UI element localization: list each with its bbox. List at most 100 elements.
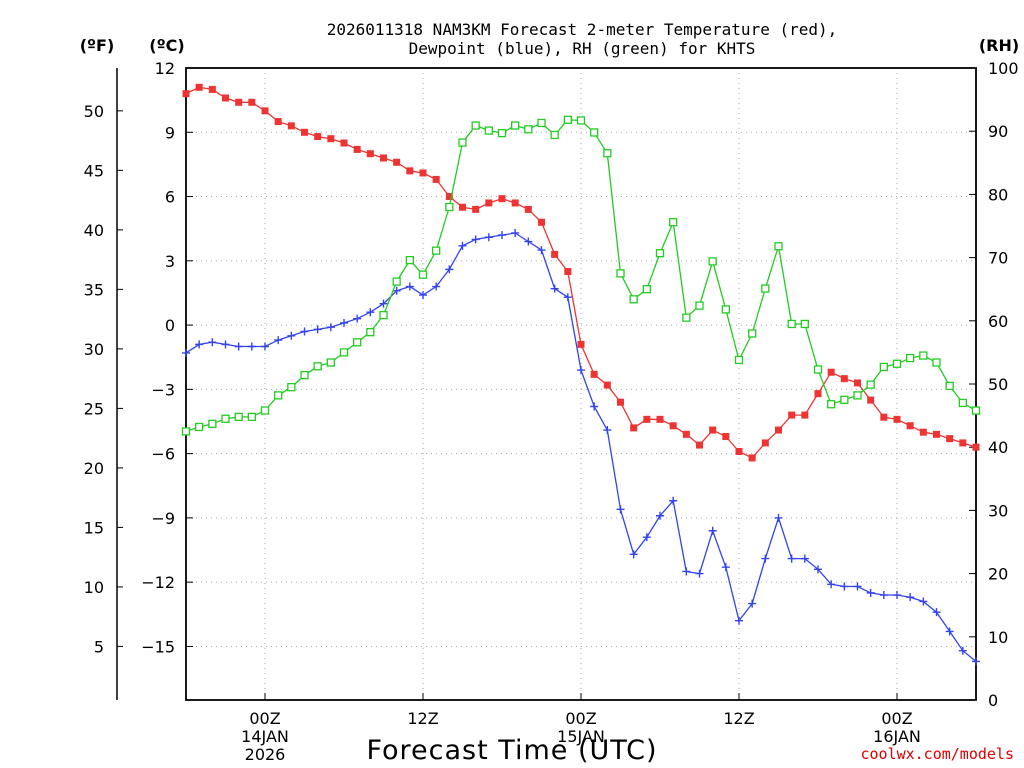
time-tick-label: 00Z <box>249 709 280 728</box>
dewpoint-point <box>735 616 743 625</box>
dewpoint-point <box>695 569 704 578</box>
dewpoint-point <box>748 599 757 608</box>
dewpoint-point <box>353 314 362 323</box>
2-meter-temperature-point <box>524 205 532 213</box>
rh-point <box>655 249 665 258</box>
dewpoint-point <box>866 588 875 597</box>
2-meter-temperature-point <box>235 98 243 106</box>
dewpoint-point <box>458 241 467 250</box>
rh-point <box>695 301 704 310</box>
rh-point <box>813 365 823 374</box>
rh-point <box>497 128 507 138</box>
rh-tick-label: 60 <box>988 312 1008 331</box>
dewpoint-point <box>629 550 638 559</box>
dewpoint-point <box>300 327 309 336</box>
dewpoint-point <box>669 496 678 505</box>
dewpoint-point <box>590 402 599 411</box>
title-line-2: Dewpoint (blue), RH (green) for KHTS <box>409 39 756 58</box>
rh-point <box>748 329 757 338</box>
rh-point <box>761 284 770 293</box>
fahrenheit-tick-label: 30 <box>84 340 104 359</box>
time-tick-label: 15JAN <box>557 727 605 746</box>
dewpoint-point <box>879 591 888 600</box>
2-meter-temperature-point <box>353 145 361 153</box>
2-meter-temperature-point <box>459 203 466 211</box>
2-meter-temperature-point <box>722 432 730 440</box>
rh-point <box>971 406 981 415</box>
dewpoint-point <box>958 646 967 655</box>
rh-point <box>669 218 678 227</box>
dewpoint-point <box>498 231 506 240</box>
celsius-tick-label: −3 <box>151 380 175 399</box>
fahrenheit-tick-label: 5 <box>94 637 104 656</box>
rh-point <box>576 116 586 125</box>
2-meter-temperature-point <box>419 169 427 177</box>
rh-tick-label: 90 <box>988 122 1008 141</box>
2-meter-temperature-point <box>274 118 282 126</box>
2-meter-temperature-point <box>195 83 203 91</box>
2-meter-temperature-point <box>946 435 954 443</box>
2-meter-temperature-point <box>959 439 967 447</box>
rh-point <box>879 362 888 372</box>
dewpoint-point <box>577 366 585 375</box>
2-meter-temperature-point <box>709 426 717 434</box>
rh-point <box>550 130 559 140</box>
rh-tick-label: 100 <box>988 59 1019 78</box>
celsius-tick-label: −9 <box>151 509 175 528</box>
rh-tick-label: 30 <box>988 501 1008 520</box>
2-meter-temperature-series <box>182 83 980 462</box>
dewpoint-point <box>945 627 954 636</box>
dewpoint-point <box>972 657 980 666</box>
fahrenheit-tick-label: 35 <box>84 280 104 299</box>
rh-point <box>800 319 809 329</box>
time-tick-label: 2026 <box>245 745 286 764</box>
rh-point <box>787 319 796 329</box>
rh-point <box>629 295 638 304</box>
rh-point <box>234 412 243 422</box>
2-meter-temperature-point <box>327 135 335 143</box>
dewpoint-point <box>326 323 335 332</box>
dewpoint-point <box>906 593 915 602</box>
2-meter-temperature-point <box>340 139 348 147</box>
rh-tick-label: 20 <box>988 565 1008 584</box>
dewpoint-point <box>550 284 559 293</box>
time-tick-label: 16JAN <box>873 727 921 746</box>
2-meter-temperature-point <box>393 158 401 166</box>
dewpoint-point <box>761 554 770 563</box>
2-meter-temperature-point <box>933 430 940 438</box>
rh-tick-label: 40 <box>988 438 1008 457</box>
rh-point <box>524 125 533 134</box>
dewpoint-point <box>445 265 454 274</box>
dewpoint-point <box>656 511 664 520</box>
rh-point <box>484 126 493 135</box>
rh-point <box>195 422 204 432</box>
dewpoint-point <box>484 233 493 242</box>
celsius-tick-label: 6 <box>165 188 175 207</box>
2-meter-temperature-point <box>801 411 809 419</box>
dewpoint-point <box>919 597 928 606</box>
rh-point <box>208 419 217 428</box>
dewpoint-point <box>366 308 375 317</box>
rh-point <box>260 406 270 415</box>
rh-point <box>906 353 915 363</box>
rh-tick-label: 80 <box>988 185 1008 204</box>
rh-point <box>353 338 362 347</box>
credit-text: coolwx.com/models <box>860 745 1014 763</box>
dewpoint-point <box>287 331 296 340</box>
dewpoint-point <box>274 336 283 345</box>
dewpoint-point <box>379 299 388 308</box>
dewpoint-series <box>182 228 980 666</box>
2-meter-temperature-point <box>577 340 585 348</box>
celsius-tick-label: 0 <box>165 316 175 335</box>
dewpoint-point <box>800 554 809 563</box>
dewpoint-point <box>524 237 533 246</box>
2-meter-temperature-line <box>185 86 977 459</box>
rh-point <box>892 359 902 368</box>
2-meter-temperature-point <box>748 454 756 462</box>
rh-unit-label: (RH) <box>979 36 1019 55</box>
dewpoint-point <box>721 563 730 572</box>
dewpoint-point <box>853 582 862 591</box>
2-meter-temperature-point <box>696 441 703 449</box>
dewpoint-point <box>234 342 243 351</box>
